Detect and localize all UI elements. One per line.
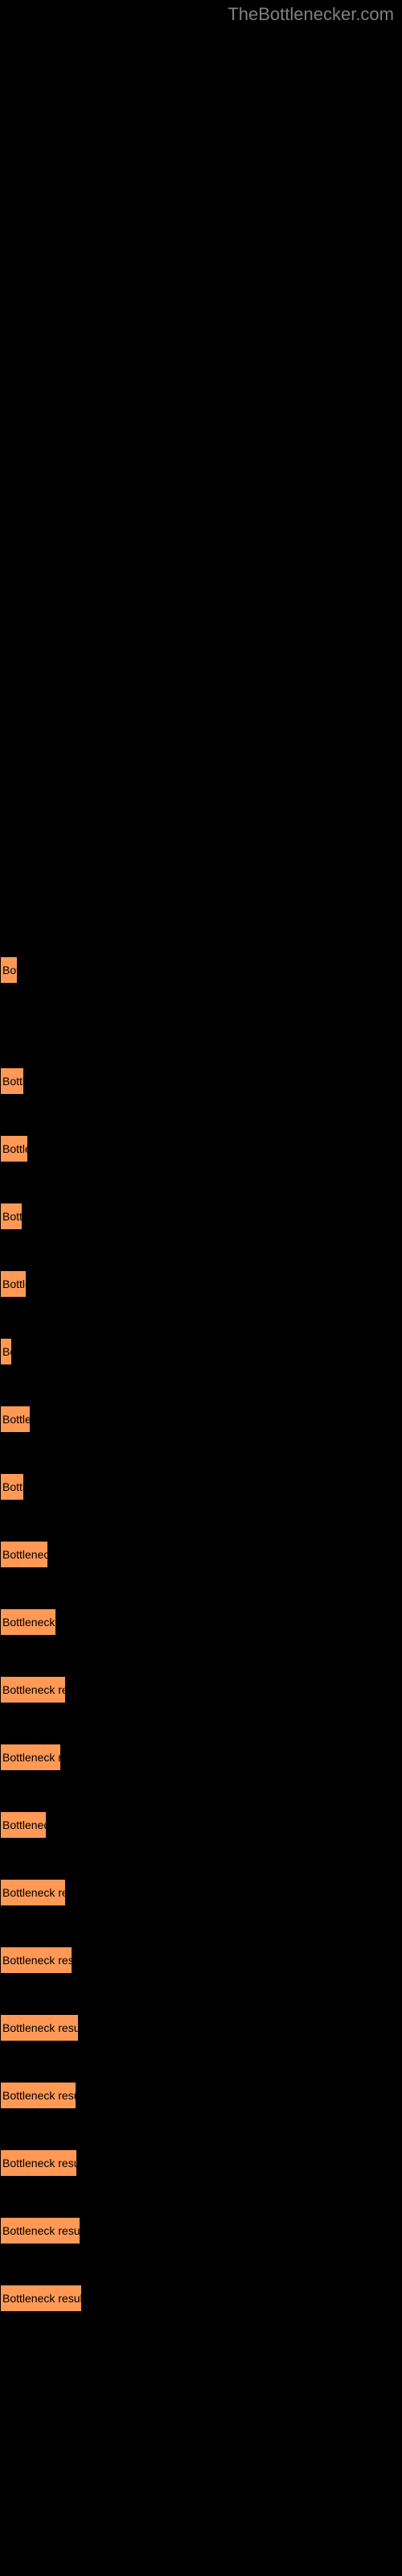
chart-bar: Bottleneck r: [0, 1811, 47, 1839]
bar-label: Bottleneck result: [2, 2021, 79, 2034]
chart-bar: Bottleneck result: [0, 2149, 77, 2177]
bar-label: Bottleneck result: [2, 1954, 72, 1967]
chart-bar: Bottler: [0, 1270, 27, 1298]
chart-bar: Bottle: [0, 1067, 24, 1095]
bar-label: Bottleneck result: [2, 1886, 66, 1899]
chart-bar: Bottleneck result: [0, 1879, 66, 1906]
bar-label: Bottle: [2, 1480, 24, 1493]
bar-label: Bottleneck re: [2, 1548, 48, 1561]
bar-label: Bottl: [2, 1210, 23, 1223]
bar-label: Bottleneck result: [2, 2157, 77, 2169]
chart-bar: Bottleneck result: [0, 2217, 80, 2244]
bar-label: Bottler: [2, 1278, 27, 1290]
bar-label: Bottleneck result: [2, 2224, 80, 2237]
chart-bar: Bottleneck res: [0, 1608, 56, 1636]
bar-label: Bottle: [2, 1075, 24, 1088]
chart-bar: Bottleneck result: [0, 1676, 66, 1703]
chart-bar: Bot: [0, 956, 18, 984]
chart-bar: Bottl: [0, 1203, 23, 1230]
chart-bar: Bottleneck result: [0, 2082, 76, 2109]
chart-bar: Bottlene: [0, 1135, 28, 1162]
chart-bar: Bottleneck result: [0, 2285, 82, 2312]
bar-label: Bottleneck result: [2, 2089, 76, 2102]
bar-label: Bottleneck result: [2, 1683, 66, 1696]
chart-bar: Bottleneck result: [0, 2014, 79, 2041]
bar-label: Bot: [2, 964, 18, 976]
bar-label: Bo: [2, 1345, 12, 1358]
bar-label: Bottlene: [2, 1142, 28, 1155]
chart-bar: Bottleneck re: [0, 1541, 48, 1568]
chart-bar: Bottleneck resu: [0, 1744, 61, 1771]
bottleneck-chart: TheBottlenecker.com Bot Bottle Bottlene Bot…: [0, 0, 402, 2576]
chart-bar: Bottlenec: [0, 1406, 31, 1433]
bar-label: Bottlenec: [2, 1413, 31, 1426]
chart-bar: Bo: [0, 1338, 12, 1365]
bar-label: Bottleneck resu: [2, 1751, 61, 1764]
chart-bar: Bottleneck result: [0, 1946, 72, 1974]
bar-label: Bottleneck result: [2, 2292, 82, 2305]
chart-bar: Bottle: [0, 1473, 24, 1501]
bar-label: Bottleneck r: [2, 1818, 47, 1831]
bar-label: Bottleneck res: [2, 1616, 56, 1629]
watermark-text: TheBottlenecker.com: [228, 4, 394, 25]
